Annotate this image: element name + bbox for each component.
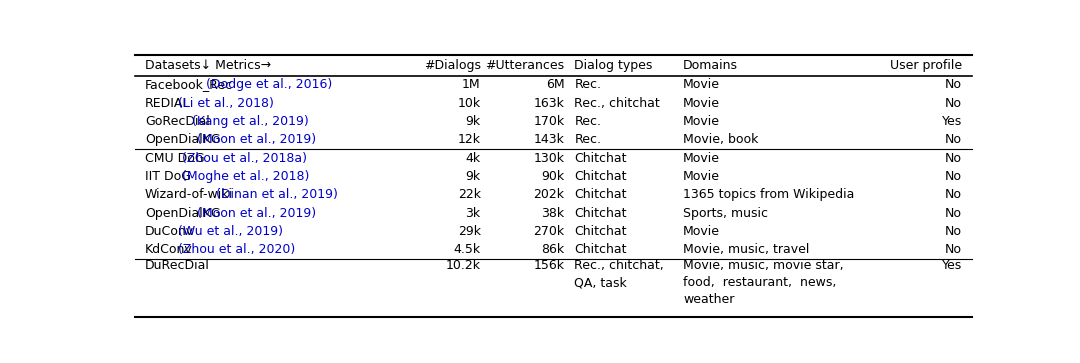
Text: Chitchat: Chitchat <box>575 152 626 165</box>
Text: Yes: Yes <box>942 115 962 128</box>
Text: 143k: 143k <box>534 133 565 146</box>
Text: QA, task: QA, task <box>575 276 627 289</box>
Text: (Moon et al., 2019): (Moon et al., 2019) <box>192 207 315 220</box>
Text: (Zhou et al., 2018a): (Zhou et al., 2018a) <box>178 152 308 165</box>
Text: 90k: 90k <box>541 170 565 183</box>
Text: food,  restaurant,  news,: food, restaurant, news, <box>684 276 837 289</box>
Text: (Wu et al., 2019): (Wu et al., 2019) <box>174 225 283 238</box>
Text: No: No <box>945 133 962 146</box>
Text: 270k: 270k <box>534 225 565 238</box>
Text: weather: weather <box>684 293 734 306</box>
Text: Chitchat: Chitchat <box>575 207 626 220</box>
Text: 29k: 29k <box>458 225 481 238</box>
Text: 170k: 170k <box>534 115 565 128</box>
Text: Facebook_Rec: Facebook_Rec <box>145 78 233 91</box>
Text: 4k: 4k <box>465 152 481 165</box>
Text: 1365 topics from Wikipedia: 1365 topics from Wikipedia <box>684 188 854 201</box>
Text: Movie, music, movie star,: Movie, music, movie star, <box>684 260 843 272</box>
Text: No: No <box>945 207 962 220</box>
Text: Rec.: Rec. <box>575 115 602 128</box>
Text: Domains: Domains <box>684 59 739 72</box>
Text: Rec., chitchat: Rec., chitchat <box>575 97 660 110</box>
Text: 6M: 6M <box>545 78 565 91</box>
Text: 38k: 38k <box>541 207 565 220</box>
Text: Movie: Movie <box>684 115 720 128</box>
Text: No: No <box>945 243 962 256</box>
Text: 202k: 202k <box>534 188 565 201</box>
Text: (Kang et al., 2019): (Kang et al., 2019) <box>188 115 309 128</box>
Text: 22k: 22k <box>458 188 481 201</box>
Text: 12k: 12k <box>458 133 481 146</box>
Text: Wizard-of-wiki: Wizard-of-wiki <box>145 188 233 201</box>
Text: 4.5k: 4.5k <box>454 243 481 256</box>
Text: Movie, music, travel: Movie, music, travel <box>684 243 810 256</box>
Text: 86k: 86k <box>541 243 565 256</box>
Text: Yes: Yes <box>942 260 962 272</box>
Text: DuConv: DuConv <box>145 225 194 238</box>
Text: No: No <box>945 97 962 110</box>
Text: (Moghe et al., 2018): (Moghe et al., 2018) <box>178 170 310 183</box>
Text: No: No <box>945 225 962 238</box>
Text: OpenDialKG: OpenDialKG <box>145 207 220 220</box>
Text: (Dinan et al., 2019): (Dinan et al., 2019) <box>212 188 338 201</box>
Text: Movie, book: Movie, book <box>684 133 758 146</box>
Text: 130k: 130k <box>534 152 565 165</box>
Text: Chitchat: Chitchat <box>575 188 626 201</box>
Text: (Zhou et al., 2020): (Zhou et al., 2020) <box>174 243 295 256</box>
Text: 9k: 9k <box>465 170 481 183</box>
Text: (Dodge et al., 2016): (Dodge et al., 2016) <box>202 78 333 91</box>
Text: (Moon et al., 2019): (Moon et al., 2019) <box>192 133 315 146</box>
Text: Chitchat: Chitchat <box>575 243 626 256</box>
Text: REDIAL: REDIAL <box>145 97 190 110</box>
Text: CMU DoG: CMU DoG <box>145 152 205 165</box>
Text: IIT DoG: IIT DoG <box>145 170 191 183</box>
Text: #Utterances: #Utterances <box>485 59 565 72</box>
Text: Movie: Movie <box>684 225 720 238</box>
Text: Movie: Movie <box>684 170 720 183</box>
Text: No: No <box>945 152 962 165</box>
Text: Sports, music: Sports, music <box>684 207 768 220</box>
Text: No: No <box>945 188 962 201</box>
Text: OpenDialKG: OpenDialKG <box>145 133 220 146</box>
Text: User profile: User profile <box>890 59 962 72</box>
Text: Chitchat: Chitchat <box>575 225 626 238</box>
Text: #Dialogs: #Dialogs <box>423 59 481 72</box>
Text: 1M: 1M <box>462 78 481 91</box>
Text: No: No <box>945 78 962 91</box>
Text: Dialog types: Dialog types <box>575 59 652 72</box>
Text: DuRecDial: DuRecDial <box>145 260 210 272</box>
Text: KdConv: KdConv <box>145 243 193 256</box>
Text: 163k: 163k <box>534 97 565 110</box>
Text: Rec.: Rec. <box>575 133 602 146</box>
Text: 10.2k: 10.2k <box>446 260 481 272</box>
Text: No: No <box>945 170 962 183</box>
Text: Datasets↓ Metrics→: Datasets↓ Metrics→ <box>145 59 271 72</box>
Text: Movie: Movie <box>684 78 720 91</box>
Text: 3k: 3k <box>465 207 481 220</box>
Text: Movie: Movie <box>684 97 720 110</box>
Text: Movie: Movie <box>684 152 720 165</box>
Text: 10k: 10k <box>458 97 481 110</box>
Text: Rec., chitchat,: Rec., chitchat, <box>575 260 664 272</box>
Text: GoRecDial: GoRecDial <box>145 115 210 128</box>
Text: (Li et al., 2018): (Li et al., 2018) <box>174 97 273 110</box>
Text: Chitchat: Chitchat <box>575 170 626 183</box>
Text: 156k: 156k <box>534 260 565 272</box>
Text: Rec.: Rec. <box>575 78 602 91</box>
Text: 9k: 9k <box>465 115 481 128</box>
